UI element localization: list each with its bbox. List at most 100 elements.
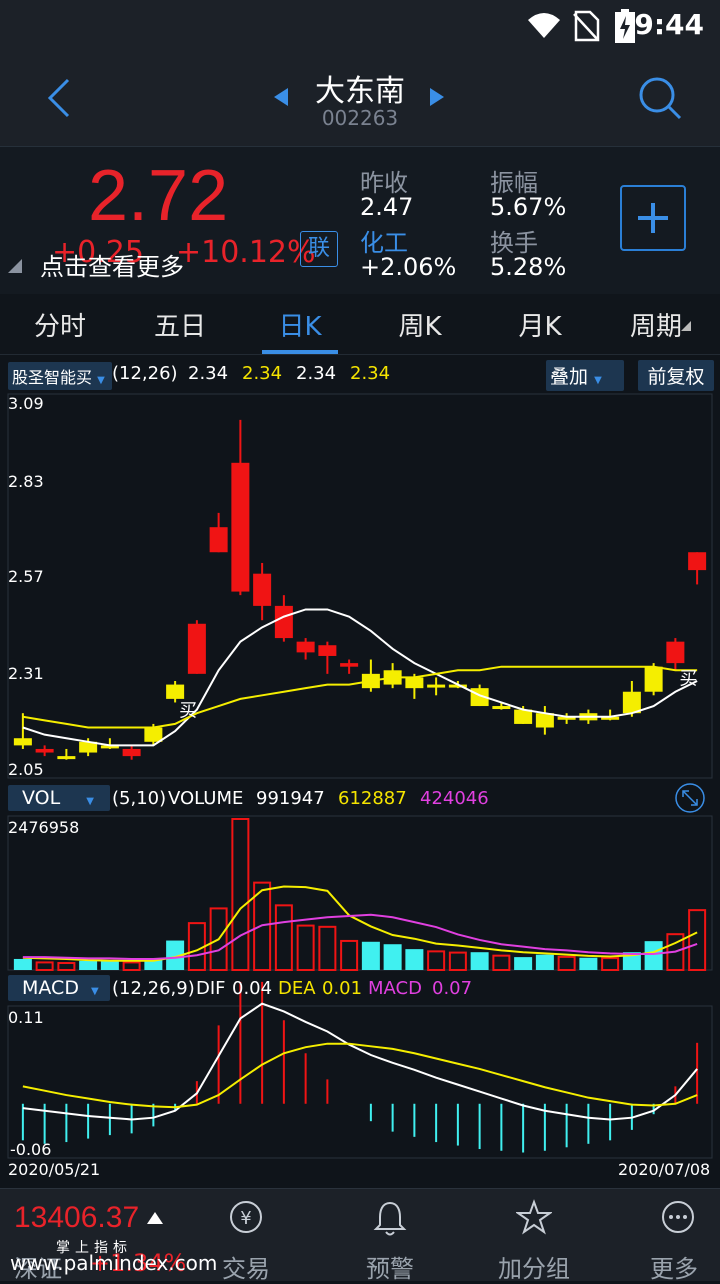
macd-selector[interactable]: MACD ▼	[8, 975, 110, 1001]
volume-selector[interactable]: VOL ▼	[8, 785, 110, 811]
turnover-value: 5.28%	[490, 253, 567, 281]
end-date: 2020/07/08	[618, 1160, 711, 1179]
wifi-icon	[528, 13, 560, 38]
volume-bar	[405, 949, 424, 970]
candle-body	[622, 691, 641, 714]
add-watchlist-button[interactable]	[620, 185, 686, 251]
clock: 9:44	[634, 8, 704, 41]
chart-area[interactable]: 买买	[0, 390, 720, 1188]
price-change-pct: +10.12%	[176, 235, 316, 270]
volume-bar	[644, 941, 663, 970]
active-tab-indicator	[262, 350, 338, 354]
nav-add-group[interactable]: 加分组	[484, 1189, 584, 1283]
candle-body	[13, 738, 32, 746]
candle-body	[100, 745, 119, 749]
star-icon	[516, 1199, 552, 1235]
tab-monthly-k[interactable]: 月K	[518, 312, 562, 342]
nav-more[interactable]: 更多	[628, 1189, 720, 1283]
adjust-button[interactable]: 前复权	[638, 360, 714, 391]
volume-bar	[601, 957, 620, 971]
candle-body	[405, 677, 424, 689]
overlay-dropdown[interactable]: 叠加 ▼	[546, 360, 624, 391]
quote-panel[interactable]: 2.72 +0.25 +10.12% 点击查看更多 联 昨收 2.47 化工 +…	[0, 146, 720, 295]
volume-bar	[557, 955, 576, 972]
candle-body	[296, 641, 315, 653]
candle-body	[340, 663, 359, 667]
indicator-value-2: 2.34	[242, 363, 283, 384]
volume-bar	[383, 944, 402, 970]
index-value[interactable]: 13406.37	[14, 1201, 140, 1234]
tab-period[interactable]: 周期	[629, 312, 682, 342]
volume-bar	[100, 960, 119, 970]
ma-short-line	[22, 608, 698, 747]
expand-icon[interactable]	[674, 782, 706, 814]
candle-body	[666, 641, 685, 664]
candle-body	[601, 716, 620, 720]
dea-line	[22, 1042, 698, 1109]
candle-body	[274, 605, 293, 639]
tab-daily-k[interactable]: 日K	[278, 312, 322, 342]
buy-signal: 买	[679, 668, 697, 689]
nav-label: 加分组	[498, 1255, 570, 1283]
dropdown-triangle-icon	[681, 321, 691, 331]
volume-bar	[579, 957, 598, 970]
volume-bar	[35, 961, 54, 971]
tab-intraday[interactable]: 分时	[33, 312, 86, 342]
nav-alert[interactable]: 预警	[340, 1189, 440, 1283]
dea-value: 0.01	[322, 978, 363, 999]
macd-axis-min: -0.06	[10, 1140, 52, 1159]
volume-bar	[209, 907, 228, 972]
candle-body	[209, 527, 228, 553]
price-axis-label: 3.09	[8, 394, 44, 413]
price-axis-label: 2.57	[8, 567, 44, 586]
indicator-selector[interactable]: 股圣智能买 ▼	[8, 362, 112, 390]
volume-frame	[7, 815, 713, 971]
dif-label: DIF	[196, 978, 226, 999]
price-axis-label: 2.31	[8, 664, 44, 683]
candle-body	[448, 684, 467, 688]
volume-bar	[535, 954, 554, 970]
chevron-down-icon: ▼	[86, 796, 94, 807]
volume-bar	[361, 941, 380, 970]
volume-chart	[7, 815, 713, 972]
stock-name: 大东南	[315, 74, 405, 109]
dea-label: DEA	[278, 978, 316, 999]
volume-bar	[448, 951, 467, 972]
volume-bar	[688, 909, 707, 972]
volume-ma5-line	[22, 885, 698, 962]
prev-stock-icon[interactable]	[272, 86, 290, 108]
candle-body	[144, 727, 163, 742]
macd-axis-max: 0.11	[8, 1008, 44, 1027]
search-icon[interactable]	[636, 74, 684, 122]
volume-bar: VOL ▼ (5,10) VOLUME 991947 612887 424046	[0, 782, 720, 814]
bell-icon	[373, 1201, 407, 1236]
indicator-value-3: 2.34	[296, 363, 337, 384]
nav-label: 交易	[222, 1255, 270, 1283]
macd-bar: MACD ▼ (12,26,9) DIF 0.04 DEA 0.01 MACD …	[0, 972, 720, 1004]
corner-triangle-icon	[8, 259, 22, 273]
candle-body	[166, 684, 185, 699]
volume-bar	[274, 904, 293, 971]
volume-bar	[231, 818, 250, 971]
amplitude-label: 振幅	[490, 169, 538, 197]
tab-five-day[interactable]: 五日	[153, 312, 206, 342]
candle-body	[318, 645, 337, 656]
up-arrow-icon	[147, 1212, 163, 1224]
nav-trade[interactable]: ¥ 交易	[196, 1189, 296, 1283]
battery-charging-icon	[615, 9, 635, 43]
volume-bar	[318, 925, 337, 971]
back-icon[interactable]	[44, 76, 74, 120]
volume-bar	[622, 952, 641, 970]
candle-body	[57, 756, 76, 760]
trade-icon: ¥	[230, 1201, 262, 1233]
sector-link[interactable]: 化工	[360, 229, 408, 257]
bottom-nav: 13406.37 深证 +1.34% 掌上指标 www.palmindex.co…	[0, 1188, 720, 1283]
view-more-hint[interactable]: 点击查看更多	[40, 253, 184, 281]
next-stock-icon[interactable]	[428, 86, 446, 108]
tab-weekly-k[interactable]: 周K	[398, 312, 442, 342]
link-badge[interactable]: 联	[300, 231, 338, 267]
chevron-down-icon: ▼	[594, 375, 602, 386]
chevron-down-icon: ▼	[91, 986, 99, 997]
kline-chart[interactable]: 买买	[7, 393, 713, 779]
macd-value: 0.07	[432, 978, 473, 999]
